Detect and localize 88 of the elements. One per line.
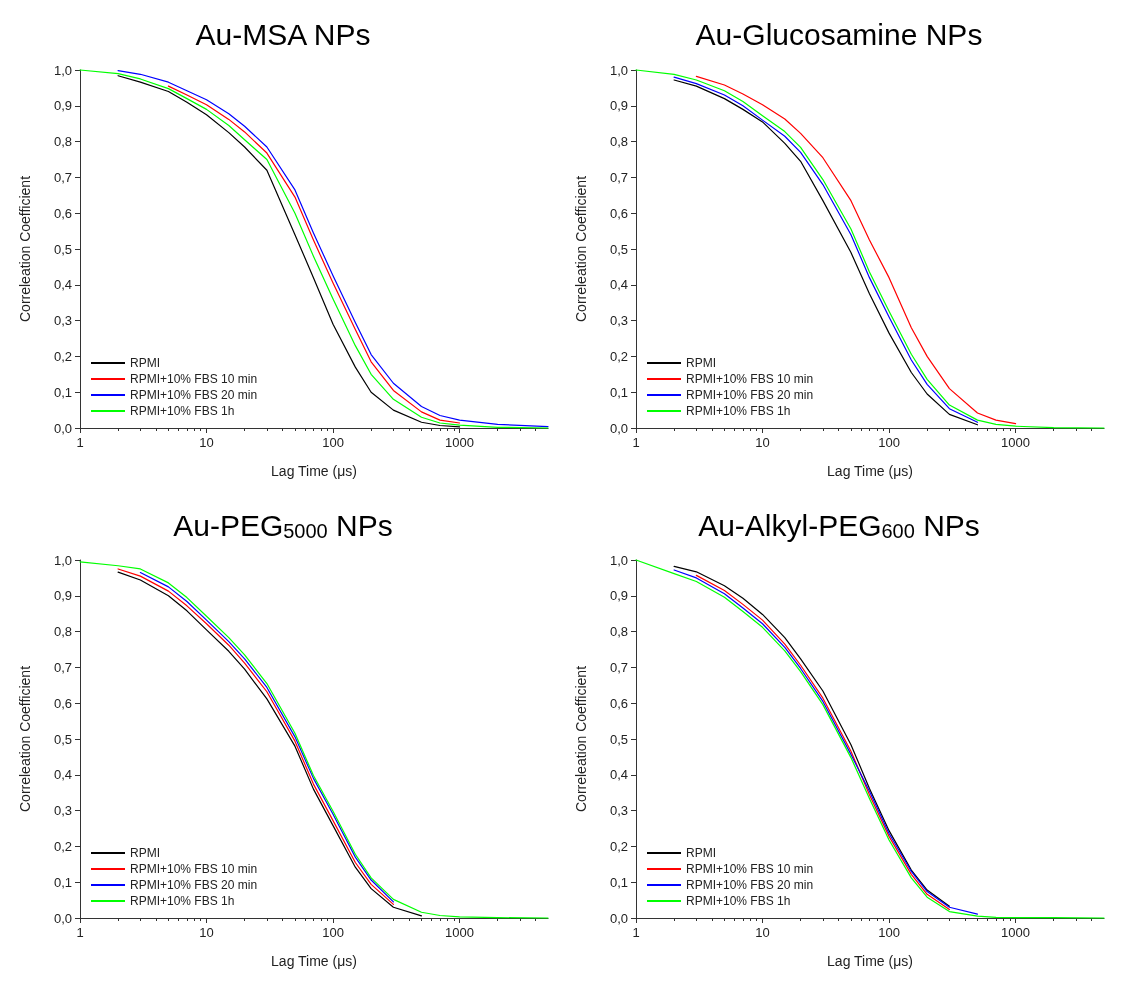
y-tick-label: 0,4 (609, 767, 628, 783)
y-tick-label: 0,8 (609, 134, 628, 150)
x-tick-label: 1000 (1001, 925, 1031, 940)
y-tick-label: 0,6 (53, 695, 72, 711)
legend-label: RPMI+10% FBS 10 min (686, 862, 814, 876)
y-axis-title: Correleation Coefficient (17, 665, 33, 813)
legend-label: RPMI+10% FBS 20 min (130, 878, 258, 892)
y-tick-label: 0,7 (609, 659, 628, 675)
y-tick-label: 0,0 (609, 420, 628, 436)
y-tick-label: 1,0 (609, 552, 628, 568)
x-tick-label: 10 (755, 435, 770, 450)
y-tick-label: 0,5 (609, 241, 628, 257)
y-tick-label: 0,8 (53, 624, 72, 640)
y-tick-label: 0,2 (53, 838, 72, 854)
x-tick-label: 10 (199, 435, 214, 450)
y-axis-title: Correleation Coefficient (17, 175, 33, 323)
chart-title: Au-MSA NPs (195, 17, 371, 51)
y-tick-label: 0,4 (609, 277, 628, 293)
x-axis-title: Lag Time (μs) (271, 463, 357, 479)
y-tick-label: 0,9 (609, 588, 628, 604)
y-tick-label: 0,6 (609, 205, 628, 221)
y-tick-label: 0,9 (53, 98, 72, 114)
y-tick-label: 0,1 (53, 874, 72, 890)
x-tick-label: 100 (322, 925, 344, 940)
y-tick-label: 0,6 (609, 695, 628, 711)
legend-label: RPMI+10% FBS 20 min (130, 388, 258, 402)
x-tick-label: 1000 (445, 925, 475, 940)
y-tick-label: 0,3 (609, 803, 628, 819)
x-tick-label: 100 (878, 435, 900, 450)
chart-title: Au-Alkyl-PEG600 NPs (698, 508, 980, 542)
x-tick-label: 1 (76, 435, 84, 450)
x-tick-label: 1000 (1001, 435, 1031, 450)
y-tick-label: 0,1 (609, 384, 628, 400)
x-tick-label: 1 (632, 925, 640, 940)
y-tick-label: 0,7 (609, 169, 628, 185)
y-tick-label: 1,0 (53, 62, 72, 78)
x-axis-title: Lag Time (μs) (827, 953, 913, 969)
y-tick-label: 0,7 (53, 169, 72, 185)
y-tick-label: 0,4 (53, 767, 72, 783)
x-tick-label: 10 (755, 925, 770, 940)
y-tick-label: 0,8 (609, 624, 628, 640)
chart-title: Au-PEG5000 NPs (173, 508, 393, 542)
y-tick-label: 0,1 (53, 384, 72, 400)
y-tick-label: 0,3 (53, 313, 72, 329)
x-tick-label: 10 (199, 925, 214, 940)
y-tick-label: 0,9 (609, 98, 628, 114)
x-tick-label: 100 (878, 925, 900, 940)
x-tick-label: 1000 (445, 435, 475, 450)
y-tick-label: 0,3 (53, 803, 72, 819)
legend-label: RPMI+10% FBS 20 min (686, 878, 814, 892)
y-tick-label: 1,0 (53, 552, 72, 568)
x-axis-title: Lag Time (μs) (271, 953, 357, 969)
y-tick-label: 0,2 (609, 348, 628, 364)
legend-label: RPMI+10% FBS 1h (130, 894, 235, 908)
legend-label: RPMI (130, 356, 160, 370)
y-tick-label: 0,2 (53, 348, 72, 364)
y-tick-label: 0,2 (609, 838, 628, 854)
y-tick-label: 0,9 (53, 588, 72, 604)
y-tick-label: 1,0 (609, 62, 628, 78)
y-tick-label: 0,7 (53, 659, 72, 675)
x-tick-label: 1 (632, 435, 640, 450)
y-tick-label: 0,8 (53, 134, 72, 150)
y-tick-label: 0,5 (53, 241, 72, 257)
x-tick-label: 100 (322, 435, 344, 450)
legend-label: RPMI+10% FBS 20 min (686, 388, 814, 402)
y-tick-label: 0,5 (609, 731, 628, 747)
y-axis-title: Correleation Coefficient (573, 175, 589, 323)
y-tick-label: 0,3 (609, 313, 628, 329)
y-tick-label: 0,5 (53, 731, 72, 747)
legend-label: RPMI (130, 846, 160, 860)
legend-label: RPMI (686, 356, 716, 370)
y-tick-label: 0,0 (53, 910, 72, 926)
x-tick-label: 1 (76, 925, 84, 940)
legend-label: RPMI+10% FBS 10 min (686, 372, 814, 386)
chart-title: Au-Glucosamine NPs (695, 17, 983, 51)
legend-label: RPMI+10% FBS 10 min (130, 862, 258, 876)
legend-label: RPMI+10% FBS 1h (686, 404, 791, 418)
y-axis-title: Correleation Coefficient (573, 665, 589, 813)
legend-label: RPMI (686, 846, 716, 860)
x-axis-title: Lag Time (μs) (827, 463, 913, 479)
legend-label: RPMI+10% FBS 1h (686, 894, 791, 908)
legend-label: RPMI+10% FBS 1h (130, 404, 235, 418)
y-tick-label: 0,0 (53, 420, 72, 436)
y-tick-label: 0,0 (609, 910, 628, 926)
y-tick-label: 0,4 (53, 277, 72, 293)
y-tick-label: 0,1 (609, 874, 628, 890)
legend-label: RPMI+10% FBS 10 min (130, 372, 258, 386)
y-tick-label: 0,6 (53, 205, 72, 221)
